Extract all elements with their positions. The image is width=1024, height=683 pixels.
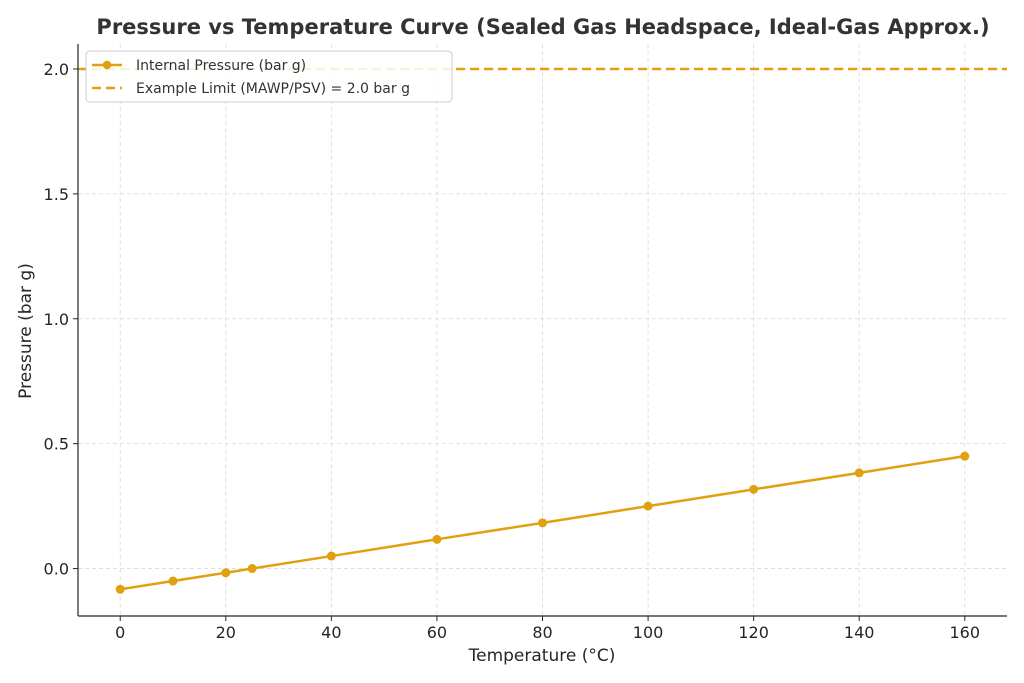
x-tick-label: 60 <box>427 623 447 642</box>
legend-label-internal-pressure: Internal Pressure (bar g) <box>136 58 306 74</box>
data-point <box>432 534 442 544</box>
y-tick-label: 0.5 <box>44 435 69 454</box>
chart-title: Pressure vs Temperature Curve (Sealed Ga… <box>96 15 989 39</box>
data-point <box>643 501 653 511</box>
data-point <box>115 584 125 594</box>
data-point <box>960 451 970 461</box>
legend-label-example-limit: Example Limit (MAWP/PSV) = 2.0 bar g <box>136 81 410 97</box>
x-tick-label: 140 <box>844 623 875 642</box>
data-point <box>326 551 336 561</box>
data-point <box>538 518 547 528</box>
y-tick-label: 1.5 <box>44 185 69 204</box>
ticks: 0 20 40 60 80 100 120 140 160 0.0 0.5 1.0 1.5 2.0 <box>44 60 980 642</box>
x-tick-label: 120 <box>738 623 769 642</box>
x-tick-label: 0 <box>115 623 125 642</box>
x-tick-label: 80 <box>532 623 552 642</box>
y-tick-label: 1.0 <box>44 310 69 329</box>
x-tick-label: 20 <box>216 623 236 642</box>
legend-frame <box>85 50 453 103</box>
x-tick-label: 40 <box>321 623 341 642</box>
legend-marker-internal-pressure <box>102 60 112 70</box>
data-point <box>854 468 864 478</box>
x-tick-label: 100 <box>633 623 664 642</box>
data-point <box>749 484 759 494</box>
y-tick-label: 0.0 <box>44 560 69 579</box>
data-point <box>221 568 231 578</box>
y-tick-label: 2.0 <box>44 60 69 79</box>
data-point <box>168 576 178 586</box>
x-tick-label: 160 <box>949 623 980 642</box>
grid <box>78 44 1007 616</box>
legend: Internal Pressure (bar g) Example Limit … <box>85 50 453 103</box>
x-axis-label: Temperature (°C) <box>468 646 616 666</box>
data-point <box>247 564 257 574</box>
y-axis-label: Pressure (bar g) <box>16 263 36 399</box>
